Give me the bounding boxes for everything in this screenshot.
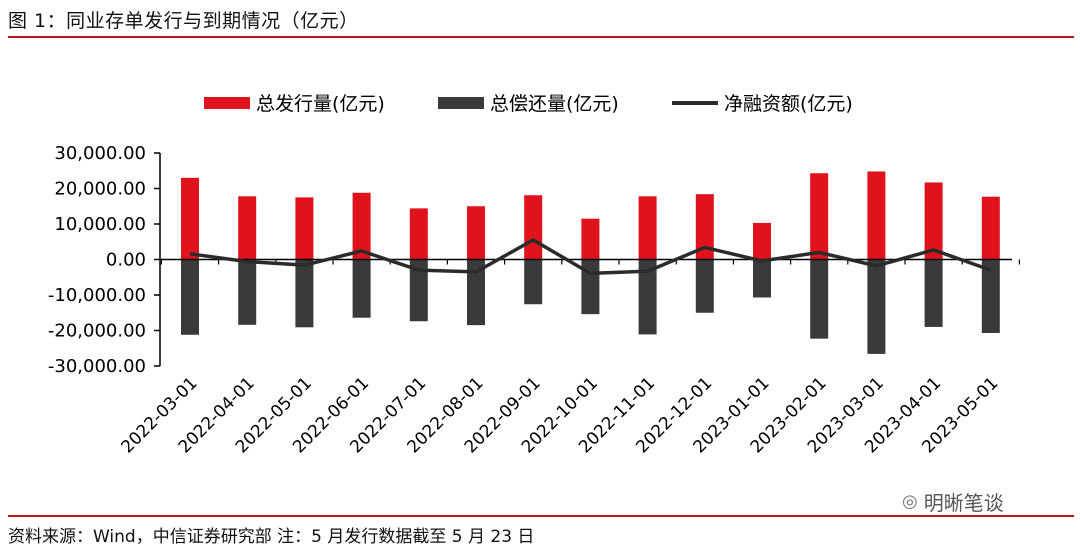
bar-issuance (581, 218, 600, 260)
legend: 总发行量(亿元) 总偿还量(亿元) 净融资额(亿元) (204, 93, 853, 115)
y-axis: 30,000.00 20,000.00 10,000.00 0.00 -10,000.0… (48, 143, 161, 377)
bar-issuance (352, 192, 371, 260)
bars (181, 171, 1000, 354)
footer-rule (8, 515, 1074, 517)
bar-repayment (867, 259, 886, 354)
y-tick-label: -20,000.00 (48, 321, 146, 342)
bar-repayment (981, 259, 1000, 333)
bar-issuance (753, 222, 771, 260)
x-tick-labels: 2022-03-012022-04-012022-05-012022-06-01… (118, 373, 1003, 457)
bar-repayment (467, 259, 485, 326)
y-tick-label: 30,000.00 (54, 143, 146, 164)
bar-repayment (695, 259, 714, 313)
y-tick-label: -10,000.00 (48, 285, 146, 306)
bar-issuance (409, 208, 428, 260)
bar-repayment (638, 259, 657, 335)
legend-label: 总偿还量(亿元) (490, 93, 619, 115)
y-tick-label: 0.00 (106, 250, 146, 271)
bar-issuance (181, 177, 199, 260)
y-tick-label: -30,000.00 (48, 356, 146, 377)
bar-repayment (409, 259, 428, 322)
net-financing-line (189, 238, 992, 276)
bar-issuance (981, 196, 1000, 260)
bar-repayment (810, 259, 829, 339)
legend-label: 总发行量(亿元) (256, 93, 385, 115)
watermark-text: 明晰笔谈 (923, 491, 1004, 515)
y-tick-label: 10,000.00 (54, 214, 146, 235)
legend-swatch (438, 97, 484, 109)
legend-swatch (204, 97, 250, 109)
bar-repayment (295, 259, 314, 328)
bar-repayment (924, 259, 943, 327)
bar-repayment (753, 259, 771, 298)
figure-title: 图 1：同业存单发行与到期情况（亿元） (8, 10, 359, 32)
bar-issuance (467, 206, 485, 260)
bar-issuance (810, 173, 829, 260)
bar-issuance (867, 171, 886, 260)
wechat-icon: ◎ (902, 491, 918, 512)
bar-repayment (352, 259, 371, 318)
bar-issuance (524, 195, 543, 260)
bar-issuance (238, 196, 257, 260)
bar-issuance (295, 197, 314, 260)
bar-repayment (181, 259, 199, 335)
source-note: 资料来源：Wind，中信证券研究部 注：5 月发行数据截至 5 月 23 日 (8, 527, 535, 547)
legend-label: 净融资额(亿元) (724, 93, 853, 115)
title-rule (8, 36, 1074, 38)
y-tick-label: 20,000.00 (54, 179, 146, 200)
watermark: ◎ 明晰笔谈 (902, 487, 1004, 516)
bar-issuance (695, 194, 714, 260)
bar-repayment (238, 259, 257, 325)
bar-repayment (524, 259, 543, 305)
bar-issuance (924, 182, 943, 260)
bar-issuance (638, 196, 657, 260)
